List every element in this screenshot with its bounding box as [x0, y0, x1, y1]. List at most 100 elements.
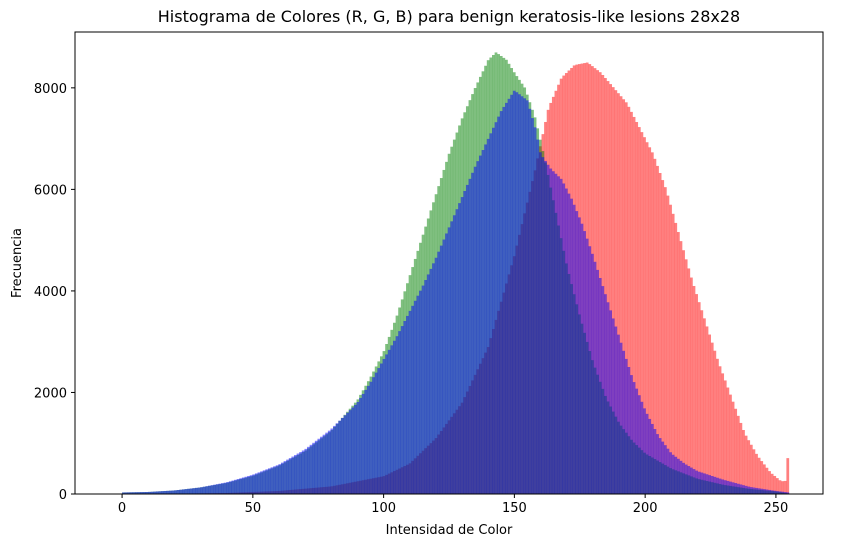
histogram-bar	[770, 473, 774, 494]
histogram-bar	[747, 440, 751, 494]
histogram-bar	[604, 78, 607, 495]
histogram-bar	[317, 438, 321, 494]
histogram-bar	[744, 435, 748, 494]
histogram-bar	[124, 492, 128, 494]
histogram-bar	[288, 458, 292, 494]
histogram-bar	[205, 486, 209, 494]
histogram-bar	[221, 483, 224, 494]
histogram-bar	[325, 432, 329, 494]
histogram-bar	[713, 350, 717, 494]
histogram-bar	[494, 122, 498, 494]
histogram-bar	[312, 442, 316, 494]
histogram-bar	[632, 382, 636, 494]
histogram-bar	[687, 466, 691, 494]
histogram-bar	[531, 118, 534, 494]
histogram-bar	[690, 277, 693, 494]
histogram-bar	[752, 449, 756, 494]
histogram-bar	[687, 268, 691, 494]
histogram-bar	[635, 388, 639, 494]
histogram-bar	[606, 81, 610, 494]
histogram-bar	[718, 366, 722, 494]
histogram-bar	[661, 441, 665, 494]
histogram-bar	[617, 93, 620, 494]
histogram-bar	[455, 209, 459, 494]
histogram-bar	[184, 489, 188, 494]
histogram-bar	[361, 393, 365, 494]
x-tick-label: 0	[118, 501, 126, 516]
histogram-bar	[734, 408, 738, 494]
x-tick-label: 100	[371, 501, 396, 516]
histogram-bar	[236, 479, 240, 494]
histogram-bar	[168, 490, 172, 494]
histogram-bar	[653, 158, 657, 494]
histogram-bar	[682, 250, 685, 494]
histogram-bar	[663, 445, 667, 494]
histogram-bar	[736, 415, 740, 494]
histogram-bar	[231, 480, 235, 494]
y-tick-label: 6000	[34, 183, 67, 198]
histogram-bar	[551, 171, 555, 495]
histogram-bar	[708, 334, 711, 494]
histogram-bar	[502, 106, 506, 495]
histogram-bar	[650, 152, 654, 494]
x-tick-label: 200	[633, 501, 658, 516]
histogram-bar	[700, 310, 704, 494]
histogram-bar	[525, 100, 529, 494]
histogram-bar	[158, 491, 162, 494]
histogram-bar	[309, 444, 313, 494]
histogram-bar	[197, 487, 201, 494]
histogram-bar	[541, 157, 545, 494]
histogram-bar	[601, 74, 605, 495]
histogram-bar	[176, 490, 180, 494]
histogram-bar	[671, 454, 675, 494]
histogram-bar	[182, 489, 185, 494]
histogram-bar	[663, 187, 667, 494]
histogram-bar	[132, 492, 136, 494]
histogram-bar	[301, 450, 305, 494]
histogram-bar	[752, 487, 756, 494]
histogram-bar	[356, 402, 360, 494]
histogram-bar	[703, 318, 706, 494]
histogram-bar	[721, 479, 725, 494]
histogram-bar	[697, 471, 701, 494]
histogram-bar	[557, 176, 560, 495]
histogram-bar	[421, 285, 425, 494]
histogram-bar	[166, 490, 170, 494]
histogram-bar	[609, 310, 612, 494]
histogram-bar	[583, 231, 586, 494]
histogram-bar	[476, 161, 480, 494]
histogram-bar	[729, 394, 732, 494]
histogram-bar	[468, 178, 472, 494]
histogram-bar	[775, 478, 779, 494]
histogram-bar	[546, 164, 550, 495]
histogram-bar	[723, 380, 727, 494]
histogram-bar	[559, 178, 563, 494]
x-tick-label: 250	[764, 501, 789, 516]
histogram-bar	[369, 381, 373, 494]
histogram-bar	[460, 197, 464, 494]
histogram-bar	[314, 440, 318, 494]
histogram-bar	[163, 490, 167, 494]
histogram-bar	[705, 474, 709, 494]
histogram-bar	[387, 349, 391, 494]
histogram-bar	[648, 147, 652, 495]
histogram-bar	[210, 485, 214, 494]
histogram-bar	[783, 480, 787, 494]
histogram-bar	[773, 490, 777, 494]
histogram-bar	[366, 385, 370, 494]
histogram-bar	[562, 183, 566, 495]
histogram-bar	[768, 489, 771, 494]
histogram-bar	[340, 418, 344, 494]
histogram-bar	[283, 461, 287, 494]
histogram-bar	[778, 480, 782, 494]
histogram-bar	[593, 261, 597, 494]
histogram-bar	[669, 452, 672, 494]
histogram-bar	[171, 490, 175, 494]
histogram-bar	[661, 180, 665, 494]
histogram-bars	[122, 52, 790, 495]
histogram-bar	[374, 372, 378, 494]
histogram-bar	[692, 285, 696, 494]
histogram-bar	[775, 491, 779, 494]
histogram-bar	[439, 245, 443, 494]
histogram-bar	[682, 462, 685, 494]
